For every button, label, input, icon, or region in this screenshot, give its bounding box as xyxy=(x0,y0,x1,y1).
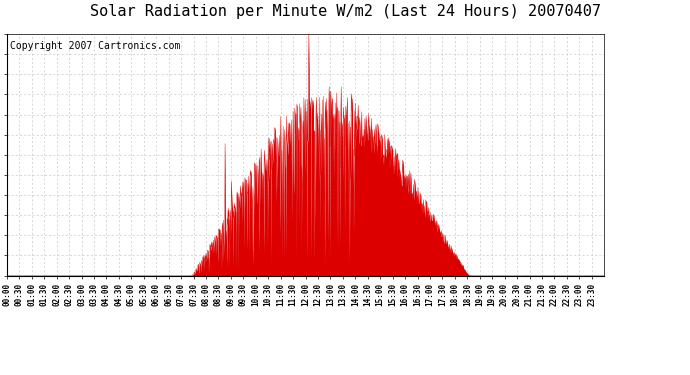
Text: Solar Radiation per Minute W/m2 (Last 24 Hours) 20070407: Solar Radiation per Minute W/m2 (Last 24… xyxy=(90,4,600,19)
Text: Copyright 2007 Cartronics.com: Copyright 2007 Cartronics.com xyxy=(10,41,180,51)
